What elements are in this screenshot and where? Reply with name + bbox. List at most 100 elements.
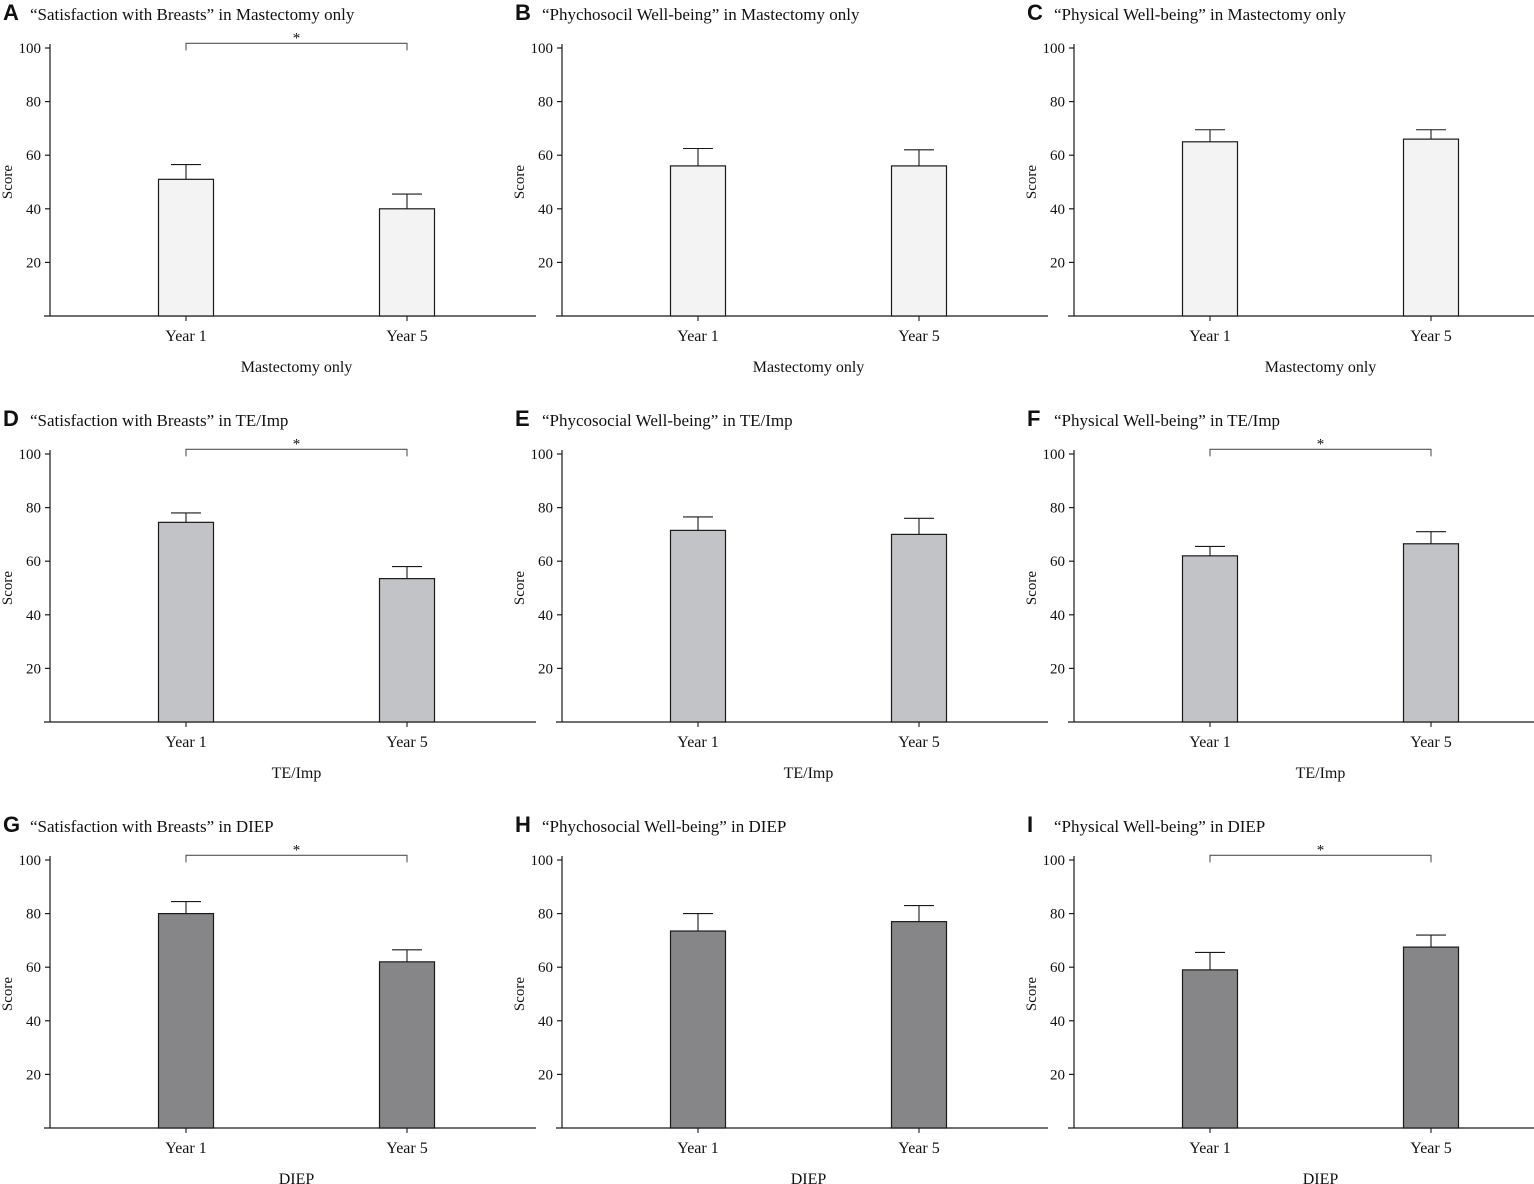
- y-tick-label: 20: [538, 661, 553, 677]
- y-tick-label: 40: [26, 202, 41, 218]
- y-tick-label: 80: [1050, 501, 1065, 517]
- bar-year-1: [1181, 969, 1239, 1129]
- x-tick-label: Year 5: [1410, 1140, 1451, 1157]
- x-axis-label: TE/Imp: [272, 765, 322, 782]
- y-tick-label: 40: [538, 608, 553, 624]
- y-tick-label: 80: [26, 95, 41, 111]
- y-axis-label: Score: [1024, 165, 1040, 199]
- significance-bracket: [1209, 448, 1432, 457]
- y-axis-label: Score: [1024, 571, 1040, 605]
- y-tick-label: 20: [26, 661, 41, 677]
- y-axis-label: Score: [0, 977, 16, 1011]
- x-axis-label: Mastectomy only: [1265, 359, 1377, 376]
- x-tick-label: Year 5: [1410, 328, 1451, 345]
- bar-year-5: [890, 533, 948, 723]
- panel-d: D “Satisfaction with Breasts” in TE/Imp 20…: [0, 406, 536, 782]
- x-tick-label: Year 5: [386, 734, 427, 751]
- y-tick-label: 60: [1050, 554, 1065, 570]
- y-tick-label: 100: [1043, 41, 1066, 57]
- x-tick-label: Year 1: [165, 734, 206, 751]
- y-tick-label: 80: [1050, 95, 1065, 111]
- panel-title: “Phychosocil Well-being” in Mastectomy o…: [542, 5, 860, 24]
- panel-title: “Phychosocial Well-being” in DIEP: [542, 817, 786, 836]
- y-tick-label: 100: [531, 853, 554, 869]
- bar-year-5: [378, 578, 436, 723]
- panel-letter: E: [515, 406, 530, 431]
- y-tick-label: 80: [26, 501, 41, 517]
- x-tick-label: Year 1: [1189, 734, 1230, 751]
- bar-year-1: [1181, 555, 1239, 723]
- y-tick-label: 40: [538, 202, 553, 218]
- panel-b: B “Phychosocil Well-being” in Mastectomy …: [512, 0, 1048, 376]
- bar-year-1: [669, 165, 727, 317]
- significance-bracket: [185, 854, 408, 863]
- y-axis-label: Score: [0, 571, 16, 605]
- x-tick-label: Year 1: [677, 328, 718, 345]
- y-tick-label: 100: [531, 41, 554, 57]
- panel-a: A “Satisfaction with Breasts” in Mastecto…: [0, 0, 536, 376]
- y-tick-label: 80: [538, 95, 553, 111]
- x-tick-label: Year 5: [386, 1140, 427, 1157]
- y-tick-label: 80: [26, 907, 41, 923]
- panel-title: “Satisfaction with Breasts” in DIEP: [30, 817, 274, 836]
- y-tick-label: 40: [538, 1014, 553, 1030]
- y-tick-label: 60: [26, 960, 41, 976]
- panel-f: F “Physical Well-being” in TE/Imp 20 40 60 80…: [1024, 406, 1534, 782]
- panel-g: G “Satisfaction with Breasts” in DIEP 20 40…: [0, 812, 536, 1184]
- significance-star: *: [1317, 436, 1325, 452]
- x-tick-label: Year 1: [165, 1140, 206, 1157]
- panel-title: “Satisfaction with Breasts” in TE/Imp: [30, 411, 288, 430]
- x-axis-label: Mastectomy only: [241, 359, 353, 376]
- panel-letter: B: [515, 0, 531, 25]
- x-tick-label: Year 1: [677, 1140, 718, 1157]
- y-tick-label: 100: [19, 853, 42, 869]
- bar-year-1: [157, 521, 215, 723]
- y-tick-label: 40: [1050, 608, 1065, 624]
- x-tick-label: Year 1: [165, 328, 206, 345]
- y-tick-label: 40: [1050, 202, 1065, 218]
- bar-year-1: [157, 912, 215, 1129]
- bar-year-5: [378, 961, 436, 1129]
- y-tick-label: 100: [1043, 447, 1066, 463]
- y-tick-label: 60: [538, 148, 553, 164]
- significance-bracket: [185, 448, 408, 457]
- panel-letter: I: [1027, 812, 1033, 837]
- y-tick-label: 100: [1043, 853, 1066, 869]
- x-tick-label: Year 1: [1189, 328, 1230, 345]
- bar-year-1: [1181, 141, 1239, 317]
- bar-year-5: [890, 165, 948, 317]
- y-tick-label: 40: [1050, 1014, 1065, 1030]
- x-axis-label: TE/Imp: [784, 765, 834, 782]
- y-tick-label: 100: [19, 447, 42, 463]
- bar-year-5: [378, 208, 436, 317]
- panel-letter: H: [515, 812, 531, 837]
- panel-c: C “Physical Well-being” in Mastectomy onl…: [1024, 0, 1534, 376]
- x-axis-label: TE/Imp: [1296, 765, 1346, 782]
- x-tick-label: Year 5: [898, 328, 939, 345]
- x-tick-label: Year 5: [898, 1140, 939, 1157]
- y-tick-label: 80: [538, 907, 553, 923]
- significance-star: *: [293, 30, 301, 46]
- y-tick-label: 100: [531, 447, 554, 463]
- y-tick-label: 100: [19, 41, 42, 57]
- panel-title: “Phycosocial Well-being” in TE/Imp: [542, 411, 793, 430]
- significance-bracket: [1209, 854, 1432, 863]
- x-axis-label: Mastectomy only: [753, 359, 865, 376]
- significance-bracket: [185, 42, 408, 51]
- y-tick-label: 60: [26, 554, 41, 570]
- bar-year-5: [890, 921, 948, 1129]
- y-tick-label: 60: [1050, 148, 1065, 164]
- y-tick-label: 60: [538, 960, 553, 976]
- y-tick-label: 80: [538, 501, 553, 517]
- panel-e: E “Phycosocial Well-being” in TE/Imp 20 40 6…: [512, 406, 1048, 782]
- panel-letter: G: [3, 812, 20, 837]
- bar-year-1: [157, 178, 215, 317]
- panel-h: H “Phychosocial Well-being” in DIEP 20 40 60…: [512, 812, 1048, 1184]
- panel-letter: F: [1027, 406, 1040, 431]
- y-tick-label: 60: [26, 148, 41, 164]
- panel-letter: D: [3, 406, 19, 431]
- significance-star: *: [293, 436, 301, 452]
- y-tick-label: 80: [1050, 907, 1065, 923]
- y-tick-label: 40: [26, 1014, 41, 1030]
